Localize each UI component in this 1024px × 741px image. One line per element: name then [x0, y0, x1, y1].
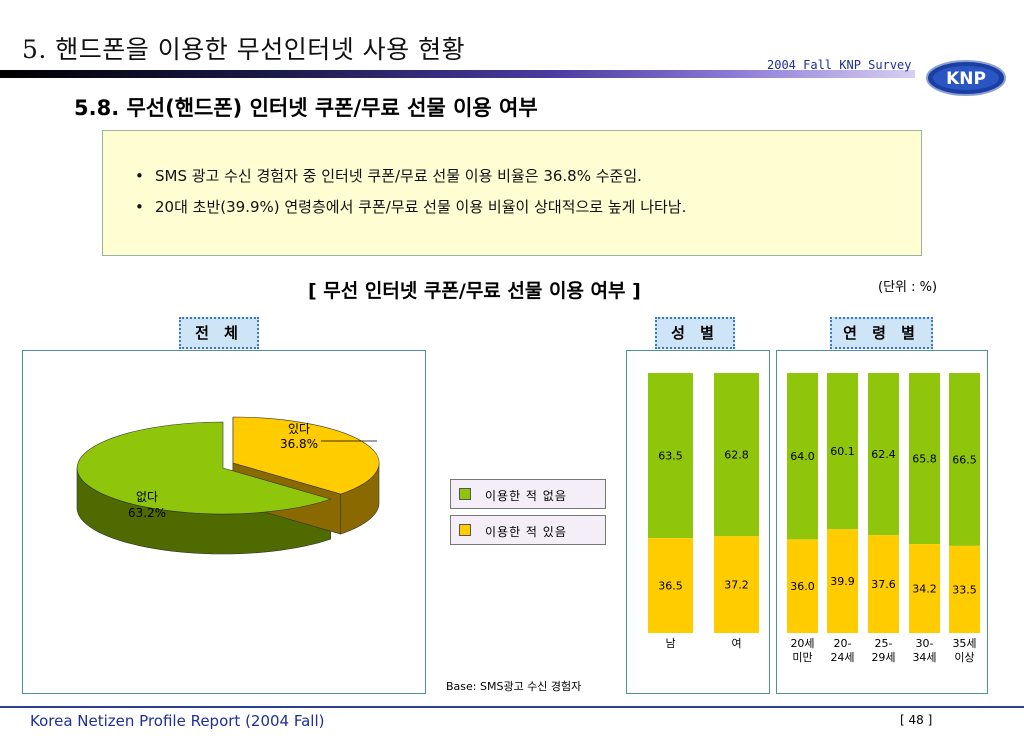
- pie-slice: [232, 416, 380, 495]
- bar-value-label: 62.8: [724, 449, 749, 462]
- survey-label: 2004 Fall KNP Survey: [767, 58, 912, 72]
- unit-label: (단위 : %): [878, 280, 938, 295]
- legend-item-used: 이용한 적 있음: [450, 515, 606, 545]
- bar-segment-used: [827, 529, 858, 633]
- bar-segment-none: [648, 373, 693, 539]
- bar-value-label: 65.8: [912, 453, 937, 466]
- bar-value-label: 39.9: [830, 575, 855, 588]
- pie-panel: 있다 36.8% 없다 63.2%: [22, 350, 426, 694]
- age-panel: 64.0 36.0 20세 미만 60.1 39.9 20- 24세 62.4 37.6 25- 29…: [776, 350, 988, 694]
- bar-segment-used: [648, 538, 693, 633]
- pie-value-label: 63.2%: [128, 506, 166, 520]
- bar-segment-none: [827, 373, 858, 530]
- base-note: Base: SMS광고 수신 경험자: [446, 680, 582, 693]
- summary-item: 20대 초반(39.9%) 연령층에서 쿠폰/무료 선물 이용 비율이 상대적으…: [135, 192, 921, 223]
- bar-value-label: 36.5: [658, 580, 683, 593]
- gender-bar-chart: 63.5 36.5 남 62.8 37.2 여: [648, 373, 759, 650]
- bar-segment-used: [909, 544, 940, 633]
- legend-item-none: 이용한 적 없음: [450, 479, 606, 509]
- pie-value-label: 36.8%: [280, 437, 318, 451]
- category-label: 30-: [916, 637, 934, 650]
- knp-logo: KNP: [926, 60, 1006, 96]
- bar-segment-none: [868, 373, 899, 536]
- title-rule: [0, 70, 915, 78]
- bar-value-label: 63.5: [658, 450, 683, 463]
- bar-segment-used: [949, 545, 980, 633]
- gender-panel: 63.5 36.5 남 62.8 37.2 여: [626, 350, 770, 694]
- bar-segment-used: [787, 539, 818, 633]
- pie-slice: [76, 421, 332, 515]
- bar-value-label: 60.1: [830, 445, 855, 458]
- tag-age: 연 령 별: [830, 317, 933, 349]
- bar-value-label: 34.2: [912, 583, 937, 596]
- svg-text:KNP: KNP: [946, 69, 986, 89]
- bar-value-label: 33.5: [952, 583, 977, 596]
- summary-box: SMS 광고 수신 경험자 중 인터넷 쿠폰/무료 선물 이용 비율은 36.8…: [102, 130, 922, 256]
- tag-gender: 성 별: [655, 317, 735, 349]
- category-label: 남: [665, 637, 675, 650]
- category-label: 25-: [875, 637, 893, 650]
- section-title: 5.8. 무선(핸드폰) 인터넷 쿠폰/무료 선물 이용 여부: [74, 96, 538, 120]
- bar-value-label: 37.6: [871, 578, 896, 591]
- bar-value-label: 37.2: [724, 579, 749, 592]
- bar-segment-none: [787, 373, 818, 540]
- bar-segment-used: [868, 535, 899, 633]
- chart-title: [ 무선 인터넷 쿠폰/무료 선물 이용 여부 ]: [308, 280, 641, 302]
- category-label: 34세: [912, 651, 936, 664]
- pie-label: 없다: [136, 490, 158, 504]
- legend-label: 이용한 적 없음: [485, 489, 567, 503]
- legend-label: 이용한 적 있음: [485, 525, 567, 539]
- footer-title: Korea Netizen Profile Report (2004 Fall): [30, 712, 325, 730]
- footer-rule: [0, 706, 1024, 708]
- bar-segment-none: [949, 373, 980, 546]
- tag-total: 전 체: [179, 317, 259, 349]
- category-label: 미만: [792, 651, 812, 664]
- bar-segment-none: [909, 373, 940, 545]
- category-label: 20-: [834, 637, 852, 650]
- bar-value-label: 64.0: [790, 450, 815, 463]
- bar-value-label: 62.4: [871, 448, 896, 461]
- page-title: 5. 핸드폰을 이용한 무선인터넷 사용 현황: [22, 35, 466, 64]
- bar-value-label: 36.0: [790, 580, 815, 593]
- category-label: 여: [731, 637, 741, 650]
- category-label: 35세: [952, 637, 976, 650]
- category-label: 29세: [871, 651, 895, 664]
- page-number: [ 48 ]: [900, 713, 933, 727]
- category-label: 20세: [790, 637, 814, 650]
- legend-swatch-none: [459, 488, 471, 500]
- summary-item: SMS 광고 수신 경험자 중 인터넷 쿠폰/무료 선물 이용 비율은 36.8…: [135, 161, 921, 192]
- pie-label: 있다: [288, 422, 310, 436]
- legend-swatch-used: [459, 524, 471, 536]
- bar-value-label: 66.5: [952, 453, 977, 466]
- bar-segment-used: [714, 536, 759, 633]
- category-label: 이상: [954, 651, 974, 664]
- bar-segment-none: [714, 373, 759, 537]
- category-label: 24세: [830, 651, 854, 664]
